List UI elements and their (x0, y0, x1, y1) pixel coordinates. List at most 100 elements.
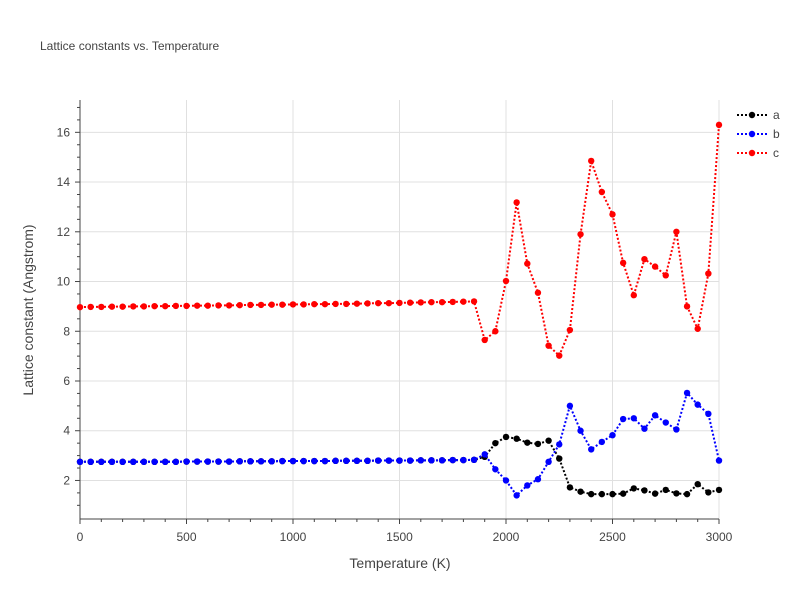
legend-label: b (773, 127, 780, 141)
data-point-c (630, 292, 637, 299)
data-point-c (598, 188, 606, 196)
data-point-c (566, 326, 574, 334)
data-point-b (257, 458, 265, 465)
grid (80, 100, 720, 519)
legend-item-b[interactable]: b (737, 127, 780, 141)
legend-swatch-marker (748, 149, 756, 157)
data-point-b (76, 458, 84, 466)
data-point-b (662, 419, 669, 426)
legend-item-c[interactable]: c (737, 146, 779, 160)
data-point-b (98, 458, 105, 466)
data-point-a (513, 435, 520, 442)
data-point-c (428, 298, 435, 306)
data-point-a (609, 490, 616, 498)
data-point-b (481, 451, 488, 458)
data-point-b (289, 457, 297, 465)
data-point-b (673, 426, 680, 433)
data-point-c (289, 301, 297, 308)
data-point-b (204, 458, 211, 465)
data-point-b (460, 456, 467, 464)
data-point-c (609, 211, 616, 218)
data-point-b (343, 457, 350, 465)
data-point-b (247, 458, 254, 465)
data-point-c (300, 301, 307, 308)
data-point-c (481, 336, 488, 344)
legend-item-a[interactable]: a (737, 108, 780, 122)
data-point-b (577, 427, 584, 434)
data-point-c (641, 255, 648, 263)
x-axis-title: Temperature (K) (349, 555, 450, 571)
data-point-a (588, 490, 595, 498)
data-point-b (566, 402, 574, 410)
data-point-c (321, 300, 329, 308)
data-point-c (236, 301, 243, 309)
data-point-b (492, 466, 499, 473)
x-tick-label: 1500 (386, 530, 413, 544)
data-point-a (598, 490, 606, 498)
x-tick-label: 1000 (280, 530, 307, 544)
data-point-c (247, 301, 254, 309)
data-point-a (566, 484, 574, 491)
data-point-c (492, 328, 499, 335)
data-point-c (556, 352, 563, 359)
data-point-b (556, 441, 563, 448)
data-point-b (598, 438, 606, 446)
legend-label: a (773, 108, 780, 122)
data-point-b (630, 415, 637, 422)
data-point-b (225, 458, 233, 465)
y-tick-label: 14 (57, 175, 71, 189)
data-point-b (502, 477, 510, 484)
data-point-b (705, 410, 712, 418)
data-point-a (662, 486, 669, 494)
data-point-b (545, 458, 552, 466)
y-tick-label: 12 (57, 225, 71, 239)
data-point-c (268, 301, 275, 308)
data-point-c (215, 302, 222, 309)
data-point-c (534, 289, 542, 296)
data-point-a (641, 487, 648, 494)
series-layer (76, 121, 723, 499)
y-tick-labels: 2 4 6 8 10 12 14 16 (57, 125, 71, 487)
data-point-b (311, 457, 318, 465)
legend-label: c (773, 146, 779, 160)
data-point-c (460, 298, 467, 305)
data-point-c (130, 303, 137, 310)
data-point-c (225, 302, 233, 309)
data-point-a (577, 488, 584, 495)
data-point-b (619, 415, 627, 423)
x-tick-labels: 0 500 1000 1500 2000 2500 3000 (77, 530, 733, 544)
data-point-a (619, 490, 627, 497)
data-point-c (524, 260, 531, 267)
data-point-b (172, 458, 180, 466)
data-point-c (396, 299, 403, 307)
data-point-b (151, 458, 158, 466)
data-point-a (694, 480, 701, 488)
legend[interactable]: abc (737, 108, 780, 160)
data-point-c (673, 228, 680, 235)
data-point-c (87, 303, 94, 311)
data-point-b (715, 457, 723, 464)
data-point-c (619, 259, 627, 267)
data-point-c (151, 302, 158, 310)
data-point-a (630, 485, 637, 492)
data-point-b (683, 389, 691, 397)
data-point-b (534, 476, 542, 483)
data-point-b (609, 432, 616, 439)
data-point-c (651, 263, 659, 270)
data-point-a (651, 490, 659, 497)
data-point-a (715, 486, 723, 494)
data-point-c (332, 300, 339, 308)
data-point-b (396, 457, 403, 464)
data-point-c (683, 303, 691, 310)
data-point-a (705, 489, 712, 496)
data-point-c (545, 342, 552, 349)
y-tick-label: 10 (57, 275, 71, 289)
data-point-a (683, 490, 691, 498)
data-point-b (119, 458, 126, 466)
data-point-c (279, 301, 286, 308)
data-point-a (502, 433, 510, 441)
data-point-c (172, 302, 180, 310)
data-point-b (428, 457, 435, 464)
data-point-c (705, 270, 712, 277)
